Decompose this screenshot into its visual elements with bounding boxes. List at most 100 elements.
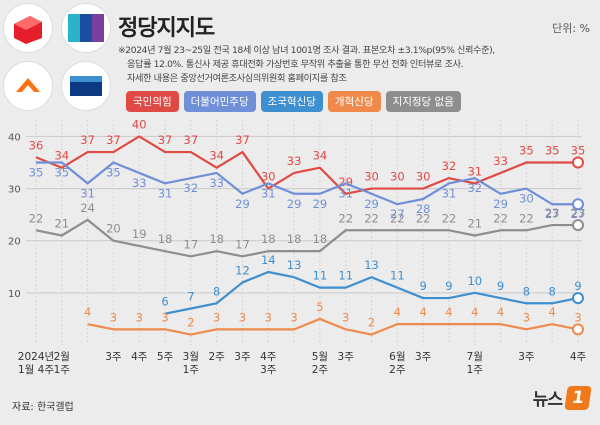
democratic-party-logo — [62, 4, 110, 52]
data-label: 22 — [493, 211, 508, 225]
x-tick-label: 4주 — [131, 351, 148, 363]
data-label: 32 — [442, 159, 457, 173]
data-label: 32 — [467, 181, 482, 195]
unit-label: 단위: % — [552, 22, 590, 35]
survey-note-line-2: 응답률 12.0%. 통신사 제공 휴대전화 가상번호 무작위 추출을 통한 무… — [127, 59, 464, 70]
x-tick-label: 2주 — [312, 364, 329, 376]
data-label: 11 — [390, 269, 405, 283]
data-label: 21 — [467, 217, 482, 231]
data-label: 6 — [161, 295, 168, 309]
data-label: 4 — [445, 305, 452, 319]
x-tick-label: 3주 — [518, 351, 535, 363]
data-label: 11 — [338, 269, 353, 283]
data-label: 35 — [29, 166, 44, 180]
data-label: 11 — [313, 269, 328, 283]
data-label: 10 — [467, 274, 482, 288]
data-label: 23 — [571, 206, 586, 220]
data-label: 37 — [184, 133, 199, 147]
data-label: 24 — [80, 201, 95, 215]
data-label: 13 — [287, 258, 302, 272]
data-label: 29 — [493, 197, 508, 211]
legend-item-rkp: 조국혁신당 — [260, 91, 323, 112]
data-label: 3 — [239, 310, 246, 324]
data-label: 33 — [287, 154, 302, 168]
data-label: 3 — [136, 310, 143, 324]
data-label: 27 — [571, 207, 586, 221]
data-label: 18 — [158, 232, 173, 246]
party-logos — [4, 4, 112, 112]
data-label: 23 — [545, 206, 560, 220]
data-label: 37 — [80, 133, 95, 147]
data-label: 31 — [158, 186, 173, 200]
data-label: 30 — [416, 170, 431, 184]
data-label: 3 — [574, 310, 581, 324]
series-end-marker — [572, 156, 584, 169]
data-label: 4 — [471, 305, 478, 319]
data-label: 3 — [290, 310, 297, 324]
reform-party-logo — [4, 62, 52, 110]
data-label: 29 — [364, 197, 379, 211]
x-tick-label: 1주 — [467, 364, 484, 376]
x-tick-label: 2024년 — [18, 351, 54, 363]
legend-item-dp: 더불어민주당 — [183, 91, 256, 112]
data-label: 27 — [545, 207, 560, 221]
data-label: 20 — [106, 222, 121, 236]
data-label: 37 — [106, 133, 121, 147]
x-tick-label: 3주 — [338, 351, 355, 363]
data-label: 17 — [235, 237, 250, 251]
data-label: 33 — [493, 154, 508, 168]
legend-item-reform: 개혁신당 — [327, 91, 381, 112]
data-label: 3 — [213, 310, 220, 324]
data-label: 17 — [184, 237, 199, 251]
data-label: 8 — [549, 284, 556, 298]
y-tick-label: 40 — [8, 132, 21, 143]
data-label: 14 — [261, 253, 276, 267]
data-label: 3 — [342, 310, 349, 324]
data-label: 29 — [235, 197, 250, 211]
data-label: 4 — [497, 305, 504, 319]
survey-note-line-1: ※2024년 7월 23~25일 전국 18세 이상 남녀 1001명 조사 결… — [118, 45, 495, 56]
series-line-0 — [35, 135, 578, 195]
series-end-marker — [572, 198, 584, 211]
survey-note-line-3: 자세한 내용은 중앙선거여론조사심의위원회 홈페이지를 참조 — [127, 73, 347, 84]
data-label: 21 — [54, 217, 69, 231]
x-tick-label: 1월 4주 — [18, 364, 54, 376]
x-tick-label: 7월 — [467, 351, 483, 363]
data-label: 27 — [390, 207, 405, 221]
data-label: 22 — [390, 211, 405, 225]
data-label: 2 — [368, 316, 375, 330]
data-label: 18 — [209, 232, 224, 246]
data-label: 30 — [519, 192, 534, 206]
data-label: 34 — [313, 149, 328, 163]
chart-title: 정당지지도 — [118, 16, 215, 41]
data-label: 31 — [80, 186, 95, 200]
series-line-3 — [87, 317, 579, 336]
series-line-4 — [35, 218, 578, 258]
x-tick-label: 5월 — [312, 351, 328, 363]
data-label: 22 — [364, 211, 379, 225]
series-end-marker — [572, 323, 584, 336]
x-tick-label: 6월 — [389, 351, 405, 363]
data-label: 4 — [549, 305, 556, 319]
x-tick-label: 3주 — [105, 351, 122, 363]
data-label: 37 — [235, 133, 250, 147]
x-tick-label: 3월 — [183, 351, 199, 363]
data-label: 5 — [316, 300, 323, 314]
series-end-marker — [572, 219, 584, 232]
legend-item-ppp: 국민의힘 — [126, 91, 179, 112]
data-label: 12 — [235, 263, 250, 277]
data-label: 35 — [106, 166, 121, 180]
y-tick-label: 20 — [8, 237, 21, 248]
data-label: 8 — [213, 284, 220, 298]
x-tick-label: 5주 — [157, 351, 174, 363]
x-tick-label: 3주 — [415, 351, 432, 363]
data-label: 29 — [313, 197, 328, 211]
rebuilding-korea-party-logo — [62, 62, 110, 110]
data-label: 18 — [313, 232, 328, 246]
data-label: 13 — [364, 258, 379, 272]
x-tick-label: 3주 — [234, 351, 251, 363]
data-label: 3 — [110, 310, 117, 324]
data-label: 31 — [442, 186, 457, 200]
data-label: 36 — [29, 138, 44, 152]
data-label: 9 — [419, 279, 426, 293]
